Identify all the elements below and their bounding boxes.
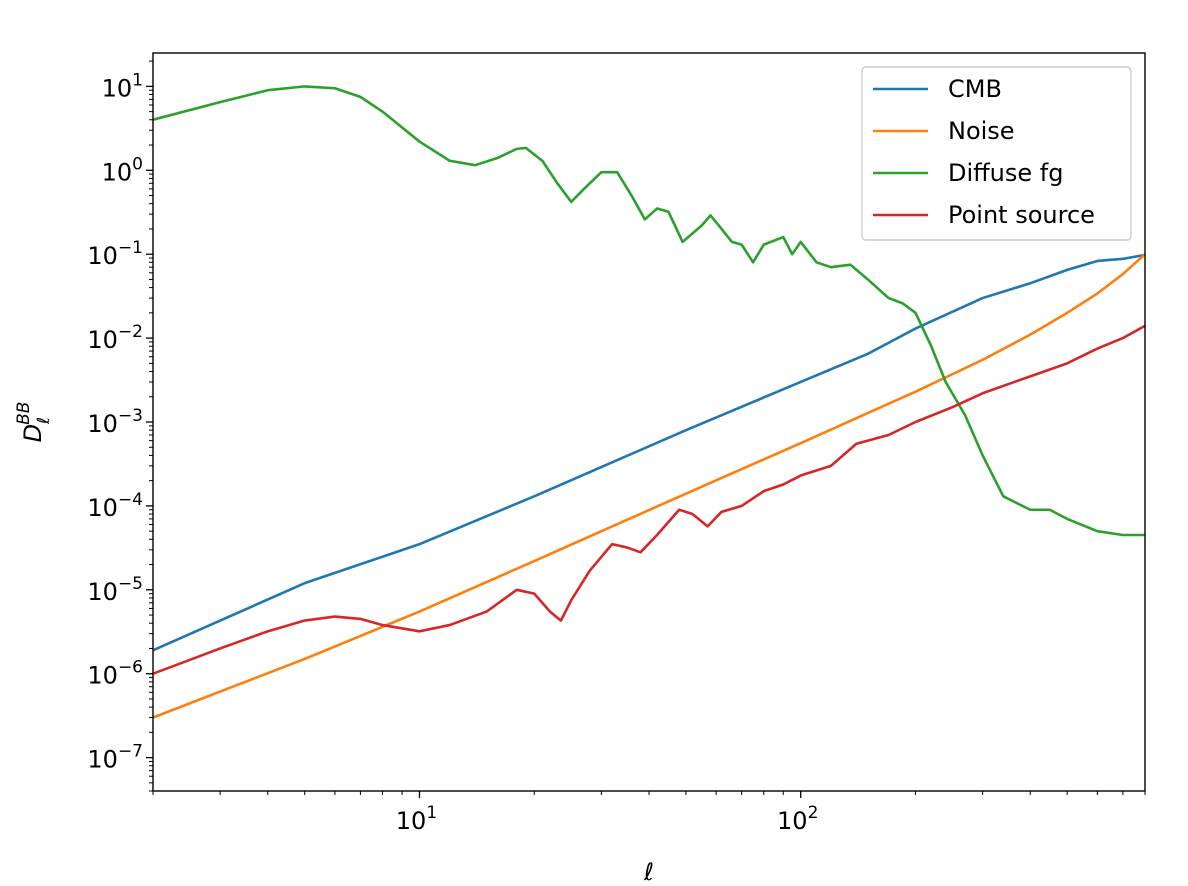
y-tick-label-exp: −2 — [118, 322, 143, 342]
y-tick-label-exp: −7 — [118, 742, 143, 762]
y-tick-label-exp: −4 — [118, 490, 143, 510]
y-axis-label-sup: BB — [14, 402, 34, 425]
y-tick-label: 10−6 — [87, 658, 143, 690]
y-tick-label-base: 10 — [102, 74, 133, 102]
y-axis-label: DℓBB — [14, 402, 54, 443]
y-tick-label-base: 10 — [87, 242, 118, 270]
y-tick-label: 100 — [102, 154, 143, 186]
y-tick-label-exp: −5 — [118, 574, 143, 594]
y-tick-label-base: 10 — [87, 746, 118, 774]
series-line-0 — [153, 253, 1145, 652]
y-tick-label: 10−4 — [87, 490, 143, 522]
x-tick-label: 102 — [777, 803, 818, 835]
y-tick-label-base: 10 — [87, 326, 118, 354]
legend-box — [861, 66, 1132, 241]
y-tick-label: 10−3 — [87, 406, 143, 438]
series-line-3 — [153, 324, 1145, 676]
y-tick-label: 101 — [102, 70, 143, 102]
y-tick-label-exp: −3 — [118, 406, 143, 426]
plot-frame — [152, 52, 1146, 792]
y-tick-label-base: 10 — [87, 410, 118, 438]
x-tick-label: 101 — [396, 803, 437, 835]
legend-label-2: Diffuse fg — [948, 159, 1063, 187]
x-axis-label: ℓ — [643, 858, 654, 886]
major-ticks — [146, 85, 802, 798]
y-tick-label-base: 10 — [87, 662, 118, 690]
legend-label-0: CMB — [948, 75, 1002, 103]
x-tick-label-base: 10 — [396, 807, 427, 835]
x-tick-label-base: 10 — [777, 807, 808, 835]
y-tick-label-exp: −6 — [118, 658, 143, 678]
y-tick-label: 10−5 — [87, 574, 143, 606]
y-axis-label-sub: ℓ — [34, 417, 54, 425]
y-tick-label-base: 10 — [87, 494, 118, 522]
y-tick-label-exp: 0 — [132, 154, 143, 174]
y-axis-label-base: D — [19, 424, 47, 442]
y-tick-label-exp: −1 — [118, 238, 143, 258]
series-line-2 — [153, 85, 1145, 537]
x-tick-label-exp: 2 — [808, 803, 819, 823]
legend-label-1: Noise — [948, 117, 1015, 145]
y-tick-label-base: 10 — [87, 578, 118, 606]
y-tick-label: 10−7 — [87, 742, 143, 774]
legend: CMB Noise Diffuse fg Point source — [861, 66, 1132, 241]
series-layer — [153, 85, 1145, 719]
y-tick-label: 10−2 — [87, 322, 143, 354]
y-tick-label-base: 10 — [102, 158, 133, 186]
series-line-1 — [153, 252, 1145, 719]
x-tick-label-exp: 1 — [426, 803, 437, 823]
legend-label-3: Point source — [948, 201, 1095, 229]
y-tick-label: 10−1 — [87, 238, 143, 270]
y-tick-label-exp: 1 — [132, 70, 143, 90]
